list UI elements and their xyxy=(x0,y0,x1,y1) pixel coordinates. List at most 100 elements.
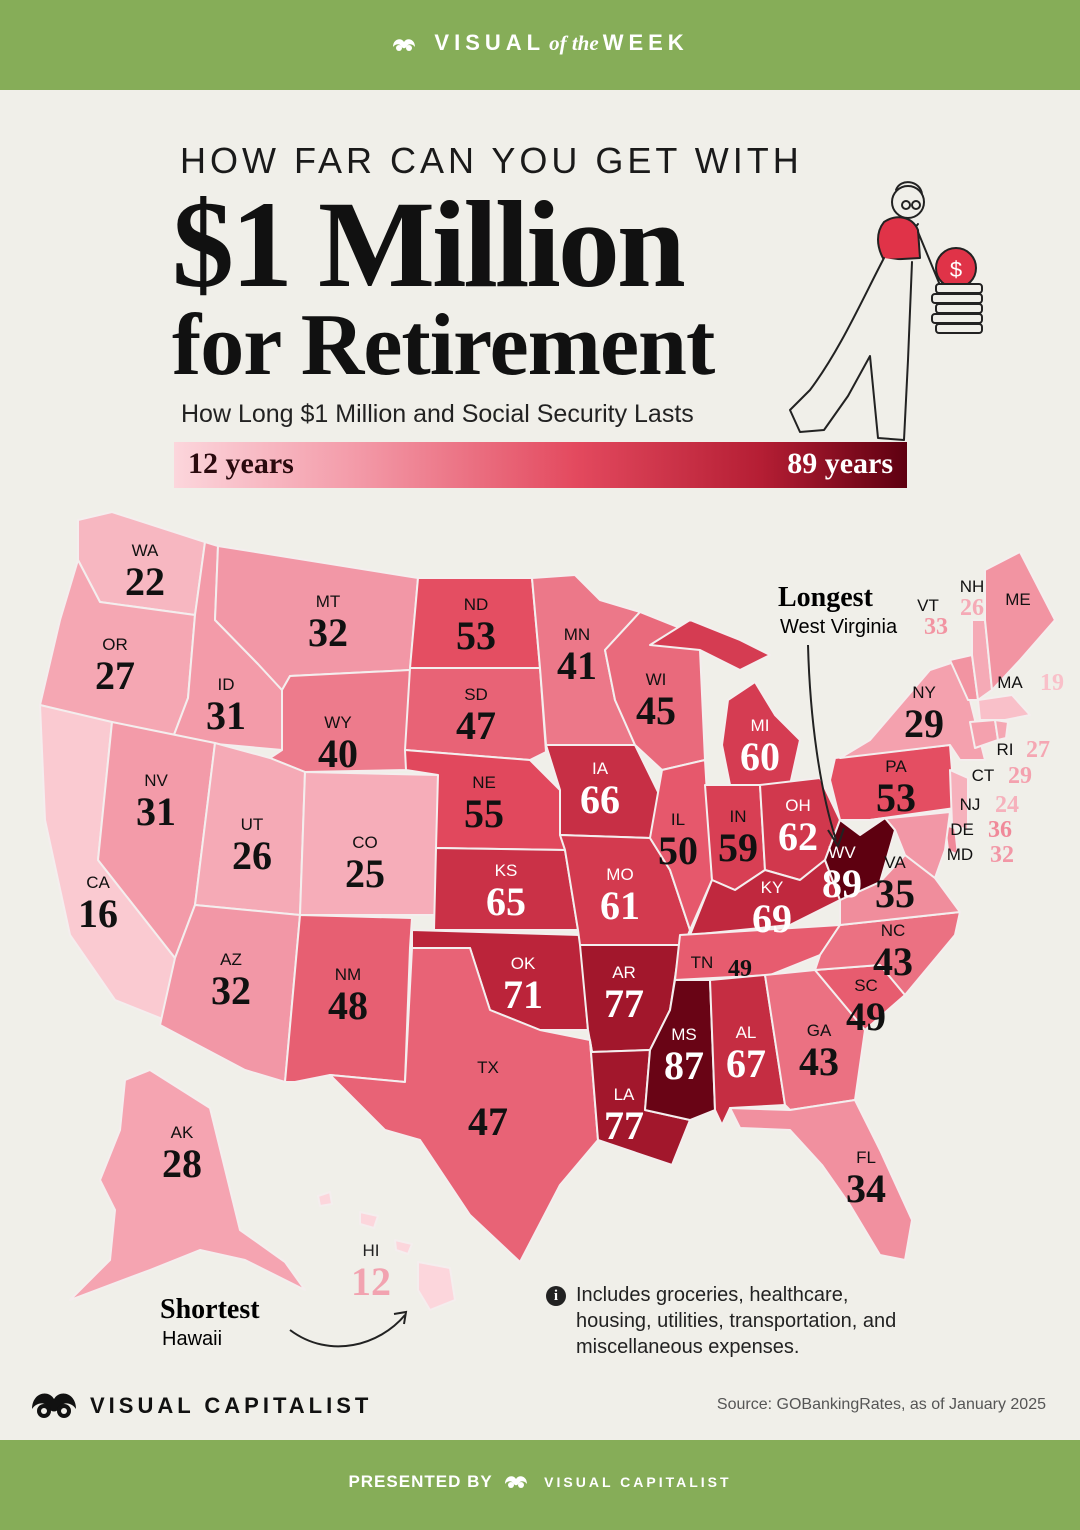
state-label-nm: NM xyxy=(335,965,361,984)
state-value-md: 32 xyxy=(990,842,1014,868)
title-line-2: for Retirement xyxy=(172,297,715,394)
state-label-wa: WA xyxy=(132,541,159,560)
state-value-al: 67 xyxy=(726,1041,766,1086)
state-ri xyxy=(994,719,1009,741)
state-label-pa: PA xyxy=(885,757,907,776)
state-value-ne: 55 xyxy=(464,791,504,836)
state-label-ia: IA xyxy=(592,759,609,778)
state-md xyxy=(869,811,951,879)
visual-of-the-week-label: VISUAL of the WEEK xyxy=(0,30,1080,56)
state-value-wa: 22 xyxy=(125,559,165,604)
state-label-nj: NJ xyxy=(960,795,981,814)
state-label-tx: TX xyxy=(477,1058,499,1077)
state-value-wi: 45 xyxy=(636,688,676,733)
state-nj xyxy=(949,769,969,831)
state-label-tn: TN xyxy=(691,953,714,972)
state-label-sd: SD xyxy=(464,685,488,704)
state-label-ok: OK xyxy=(511,954,536,973)
shortest-arrow-icon xyxy=(289,1314,406,1348)
state-label-de: DE xyxy=(950,820,974,839)
state-label-mi: MI xyxy=(751,716,770,735)
state-label-wi: WI xyxy=(646,670,667,689)
top-banner: VISUAL of the WEEK xyxy=(0,0,1080,90)
state-label-nc: NC xyxy=(881,921,906,940)
state-value-il: 50 xyxy=(658,828,698,873)
state-value-ny: 29 xyxy=(904,701,944,746)
state-fl xyxy=(729,1099,913,1261)
state-label-ga: GA xyxy=(807,1021,832,1040)
state-value-mo: 61 xyxy=(600,883,640,928)
state-label-sc: SC xyxy=(854,976,878,995)
state-label-va: VA xyxy=(884,853,906,872)
state-value-ca: 16 xyxy=(78,891,118,936)
shortest-callout: Shortest Hawaii xyxy=(160,1294,408,1350)
state-value-in: 59 xyxy=(718,825,758,870)
state-label-ct: CT xyxy=(972,766,995,785)
state-value-tx: 47 xyxy=(468,1099,508,1144)
state-value-vt: 33 xyxy=(924,614,948,640)
state-label-mt: MT xyxy=(316,592,341,611)
brand-left: VISUAL xyxy=(434,30,546,55)
state-label-co: CO xyxy=(352,833,378,852)
state-value-co: 25 xyxy=(345,851,385,896)
state-label-nv: NV xyxy=(144,771,168,790)
state-hi xyxy=(317,1191,456,1311)
state-value-ar: 77 xyxy=(604,981,644,1026)
state-label-fl: FL xyxy=(856,1148,876,1167)
longest-state: West Virginia xyxy=(780,616,898,638)
state-label-ms: MS xyxy=(671,1025,697,1044)
state-label-id: ID xyxy=(218,675,235,694)
state-label-il: IL xyxy=(671,810,685,829)
state-value-ms: 87 xyxy=(664,1043,704,1088)
state-value-mi: 60 xyxy=(740,734,780,779)
state-value-ok: 71 xyxy=(503,972,543,1017)
state-value-id: 31 xyxy=(206,693,246,738)
state-value-ia: 66 xyxy=(580,777,620,822)
state-value-de: 36 xyxy=(988,817,1012,843)
color-scale-legend: 12 years 89 years xyxy=(174,442,907,488)
state-label-me: ME xyxy=(1005,590,1031,609)
svg-text:$: $ xyxy=(950,257,962,282)
state-label-nd: ND xyxy=(464,595,489,614)
bottom-banner: PRESENTED BY VISUAL CAPITALIST xyxy=(0,1440,1080,1530)
state-label-or: OR xyxy=(102,635,128,654)
methodology-note: Includes groceries, healthcare, housing,… xyxy=(576,1284,897,1358)
footer-brand-name: VISUAL CAPITALIST xyxy=(90,1393,373,1418)
state-ma xyxy=(977,694,1031,721)
state-label-hi: HI xyxy=(363,1241,380,1260)
state-label-ut: UT xyxy=(241,815,264,834)
state-value-pa: 53 xyxy=(876,775,916,820)
shortest-state: Hawaii xyxy=(162,1328,222,1350)
state-ct xyxy=(969,719,999,749)
state-label-la: LA xyxy=(614,1085,635,1104)
retiree-illustration: $ xyxy=(789,181,983,441)
state-label-ak: AK xyxy=(171,1123,194,1142)
state-value-nd: 53 xyxy=(456,613,496,658)
state-tn xyxy=(674,924,841,981)
state-value-mt: 32 xyxy=(308,610,348,655)
state-label-ny: NY xyxy=(912,683,936,702)
presented-by-label: PRESENTED BY xyxy=(348,1472,493,1491)
state-value-tn: 49 xyxy=(728,956,752,982)
longest-title: Longest xyxy=(778,582,874,613)
state-value-nc: 43 xyxy=(873,939,913,984)
state-label-ar: AR xyxy=(612,963,636,982)
state-value-hi: 12 xyxy=(351,1259,391,1304)
longest-arrow-icon xyxy=(807,644,837,841)
state-value-va: 35 xyxy=(875,871,915,916)
state-value-wv: 89 xyxy=(822,861,862,906)
state-value-sc: 49 xyxy=(846,994,886,1039)
state-label-wv: WV xyxy=(828,843,856,862)
state-label-ma: MA xyxy=(997,673,1023,692)
state-value-ks: 65 xyxy=(486,879,526,924)
state-label-wy: WY xyxy=(324,713,351,732)
state-sd xyxy=(404,667,547,761)
state-label-md: MD xyxy=(947,845,973,864)
state-value-ky: 69 xyxy=(752,896,792,941)
state-value-ma: 19 xyxy=(1040,670,1064,696)
state-value-nh: 26 xyxy=(960,595,984,621)
state-value-me: 33 xyxy=(1006,614,1030,640)
longest-callout: Longest West Virginia xyxy=(778,582,898,849)
